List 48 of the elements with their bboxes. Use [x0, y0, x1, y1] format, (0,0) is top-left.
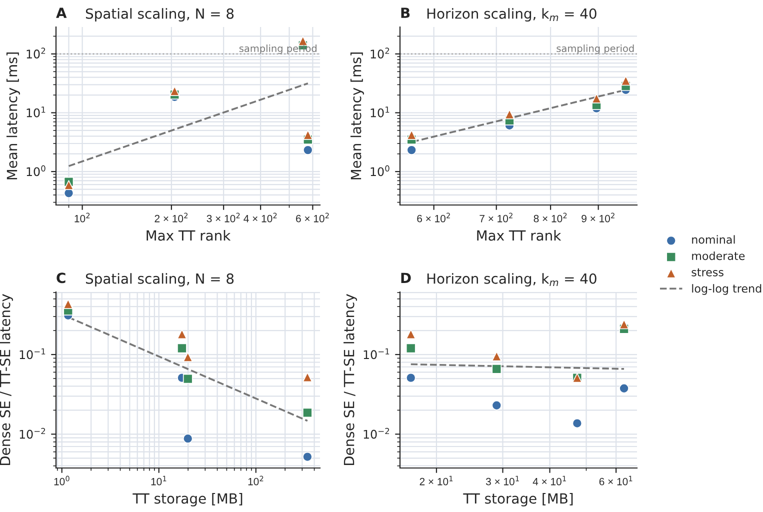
x-tick-label: 6 × 10$^{2}$ — [296, 212, 329, 222]
x-axis-title: Max TT rank — [146, 230, 231, 241]
y-tick-label: 10$^{1}$ — [26, 106, 46, 118]
y-axis-title: Dense SE / TT-SE latency — [344, 294, 357, 466]
x-tick-label: 3 × 10$^{2}$ — [206, 212, 240, 222]
chart-title: Horizon scaling, k$_{m}$ = 40 — [427, 273, 596, 287]
y-axis-title: Dense SE / TT-SE latency — [0, 294, 13, 466]
chart-title: Spatial scaling, N = 8 — [86, 8, 234, 22]
x-tick-label: 10$^{0}$ — [54, 476, 70, 486]
x-tick-label: 9 × 10$^{2}$ — [582, 212, 614, 222]
x-tick-label: 7 × 10$^{2}$ — [480, 212, 512, 222]
x-tick-label: 2 × 10$^{2}$ — [154, 212, 188, 222]
chart-title: Horizon scaling, k$_{m}$ = 40 — [427, 8, 596, 22]
y-axis-title: Mean latency [ms] — [350, 52, 364, 180]
y-tick-label: 10$^{−1}$ — [20, 348, 46, 360]
legend-label: log-log trend — [692, 284, 762, 295]
x-axis-title: TT storage [MB] — [132, 492, 242, 506]
x-tick-label: 4 × 10$^{1}$ — [532, 476, 566, 486]
x-tick-label: 10$^{2}$ — [74, 212, 90, 222]
y-axis-title: Mean latency [ms] — [6, 52, 20, 180]
x-axis-title: TT storage [MB] — [463, 492, 573, 506]
y-tick-label: 10$^{2}$ — [370, 48, 390, 58]
x-tick-label: 6 × 10$^{1}$ — [599, 476, 632, 486]
y-tick-label: 10$^{0}$ — [370, 165, 390, 176]
text: B — [401, 8, 410, 18]
x-axis-title: Max TT rank — [477, 230, 562, 241]
legend-label: moderate — [692, 251, 745, 260]
x-tick-label: 10$^{1}$ — [151, 476, 166, 486]
legend-label: nominal — [692, 235, 735, 244]
chart-title: Spatial scaling, N = 8 — [86, 273, 234, 287]
legend-label: stress — [692, 268, 724, 276]
x-tick-label: 3 × 10$^{1}$ — [486, 476, 519, 486]
y-tick-label: 10$^{2}$ — [26, 48, 46, 58]
x-tick-label: 8 × 10$^{2}$ — [534, 212, 567, 222]
text: D — [401, 272, 411, 283]
x-tick-label: 2 × 10$^{1}$ — [420, 476, 453, 486]
ref-line-label: sampling period — [239, 44, 316, 54]
x-tick-label: 10$^{2}$ — [248, 476, 264, 486]
x-tick-label: 4 × 10$^{2}$ — [244, 212, 277, 222]
y-tick-label: 10$^{−2}$ — [364, 428, 390, 439]
y-tick-label: 10$^{0}$ — [26, 165, 46, 176]
text: A — [56, 8, 67, 18]
y-tick-label: 10$^{−1}$ — [364, 348, 390, 360]
text: C — [56, 272, 66, 284]
y-tick-label: 10$^{1}$ — [370, 106, 390, 118]
x-tick-label: 6 × 10$^{2}$ — [417, 212, 450, 222]
y-tick-label: 10$^{−2}$ — [20, 428, 46, 439]
ref-line-label: sampling period — [556, 44, 634, 54]
